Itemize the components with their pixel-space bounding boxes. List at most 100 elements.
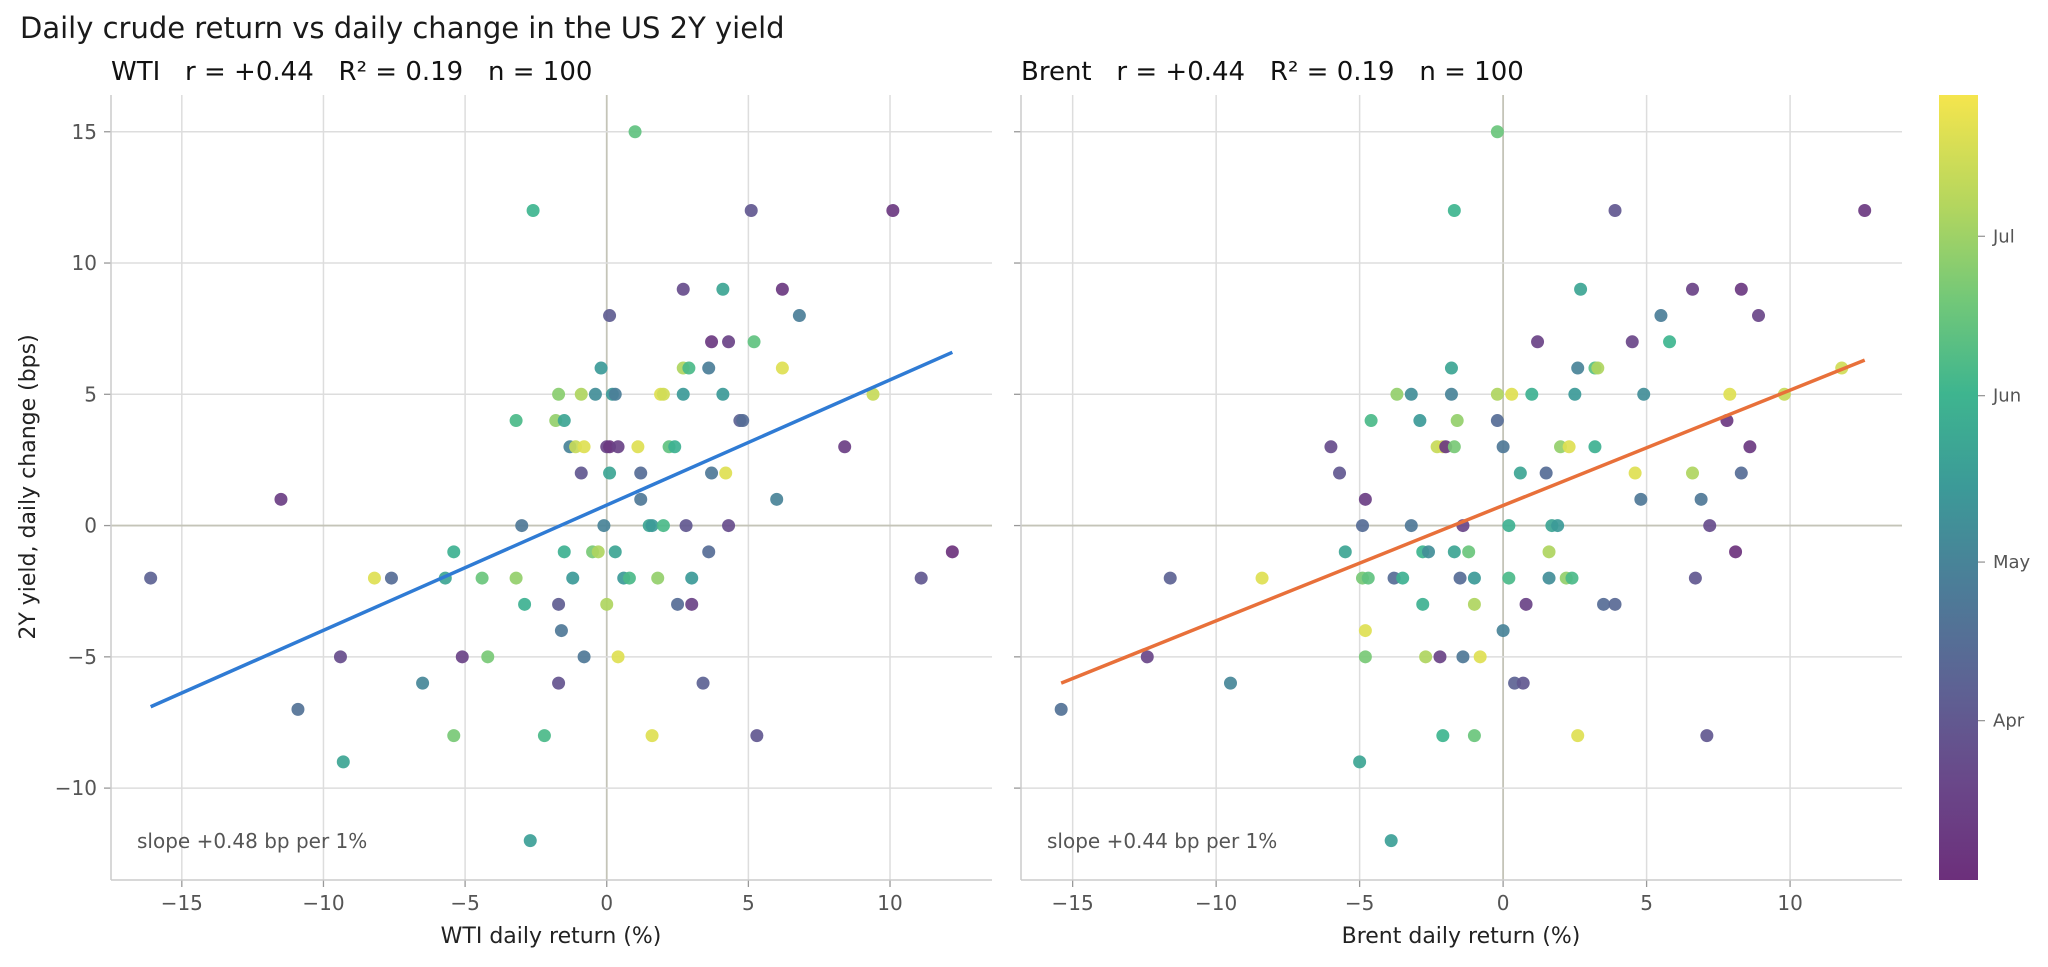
brent-point <box>1358 492 1372 506</box>
wti-point <box>603 466 617 480</box>
brent-point <box>1467 571 1481 585</box>
wti-x-tick-label: −10 <box>302 891 344 915</box>
colorbar-gradient <box>1939 95 1978 880</box>
wti-point <box>537 729 551 743</box>
wti-point <box>333 650 347 664</box>
brent-point <box>1516 676 1530 690</box>
wti-point <box>554 624 568 638</box>
brent-point <box>1565 571 1579 585</box>
colorbar-tick-label: May <box>1993 552 2031 573</box>
wti-fit-line <box>149 350 954 709</box>
wti-point <box>747 335 761 349</box>
wti-point <box>645 519 659 533</box>
wti-point <box>705 466 719 480</box>
brent-point <box>1223 676 1237 690</box>
wti-point <box>611 440 625 454</box>
wti-point <box>557 545 571 559</box>
brent-point <box>1858 204 1872 218</box>
brent-point <box>1700 729 1714 743</box>
brent-point <box>1419 650 1433 664</box>
wti-point <box>719 466 733 480</box>
brent-point <box>1597 597 1611 611</box>
wti-point <box>685 571 699 585</box>
brent-point <box>1358 650 1372 664</box>
wti-point <box>367 571 381 585</box>
wti-point <box>591 545 605 559</box>
brent-point <box>1571 361 1585 375</box>
brent-point <box>1525 387 1539 401</box>
brent-point <box>1542 545 1556 559</box>
brent-point <box>1505 387 1519 401</box>
figure-title: Daily crude return vs daily change in th… <box>20 11 785 45</box>
wti-point <box>775 282 789 296</box>
brent-point <box>1743 440 1757 454</box>
brent-point <box>1490 387 1504 401</box>
wti-point <box>696 676 710 690</box>
brent-point <box>1338 545 1352 559</box>
y-axis-label: 2Y yield, daily change (bps) <box>16 334 41 639</box>
wti-point <box>722 519 736 533</box>
wti-point <box>679 519 693 533</box>
wti-point <box>736 414 750 428</box>
wti-point <box>702 361 716 375</box>
brent-x-tick-label: 0 <box>1497 891 1510 915</box>
wti-grid <box>104 95 992 887</box>
wti-point <box>603 309 617 323</box>
brent-point <box>1361 571 1375 585</box>
brent-point <box>1140 650 1154 664</box>
wti-x-tick-label: −5 <box>450 891 479 915</box>
brent-point <box>1686 466 1700 480</box>
wti-point <box>722 335 736 349</box>
wti-point <box>886 204 900 218</box>
wti-panel: WTI r = +0.44 R² = 0.19 n = 100 −15 −10 −5… <box>16 57 992 949</box>
wti-point <box>552 597 566 611</box>
brent-point <box>1542 571 1556 585</box>
brent-point <box>1447 545 1461 559</box>
wti-point <box>702 545 716 559</box>
wti-point <box>274 492 288 506</box>
brent-point <box>1734 466 1748 480</box>
wti-point <box>682 361 696 375</box>
wti-point <box>656 387 670 401</box>
wti-point <box>509 414 523 428</box>
brent-point <box>1456 650 1470 664</box>
wti-y-tick-label: 5 <box>84 382 97 406</box>
brent-panel-stats: Brent r = +0.44 R² = 0.19 n = 100 <box>1021 57 1524 87</box>
brent-point <box>1531 335 1545 349</box>
wti-point <box>447 729 461 743</box>
brent-point <box>1436 729 1450 743</box>
wti-point <box>634 492 648 506</box>
wti-point <box>622 571 636 585</box>
wti-x-tick-label: 10 <box>877 891 902 915</box>
wti-point <box>651 571 665 585</box>
brent-point <box>1734 282 1748 296</box>
brent-point <box>1562 440 1576 454</box>
colorbar-tick-label: Apr <box>1993 711 2025 732</box>
wti-point <box>588 387 602 401</box>
brent-point <box>1450 414 1464 428</box>
wti-point <box>515 519 529 533</box>
brent-point <box>1568 387 1582 401</box>
brent-point <box>1628 466 1642 480</box>
brent-point <box>1447 440 1461 454</box>
brent-point <box>1355 519 1369 533</box>
wti-x-tick-label: 0 <box>600 891 613 915</box>
brent-point <box>1723 387 1737 401</box>
brent-point <box>1551 519 1565 533</box>
brent-x-tick-label: −5 <box>1345 891 1374 915</box>
wti-point <box>416 676 430 690</box>
wti-point <box>705 335 719 349</box>
brent-point <box>1694 492 1708 506</box>
wti-point <box>574 466 588 480</box>
colorbar-ticks: Jul Jun May Apr <box>1978 226 2031 732</box>
brent-point <box>1591 361 1605 375</box>
brent-point <box>1467 597 1481 611</box>
brent-point <box>1634 492 1648 506</box>
brent-point <box>1421 545 1435 559</box>
brent-point <box>1444 387 1458 401</box>
brent-x-tick-label: 5 <box>1640 891 1653 915</box>
wti-point <box>671 597 685 611</box>
wti-point <box>384 571 398 585</box>
wti-point <box>628 125 642 139</box>
colorbar-tick-label: Jun <box>1992 386 2021 407</box>
